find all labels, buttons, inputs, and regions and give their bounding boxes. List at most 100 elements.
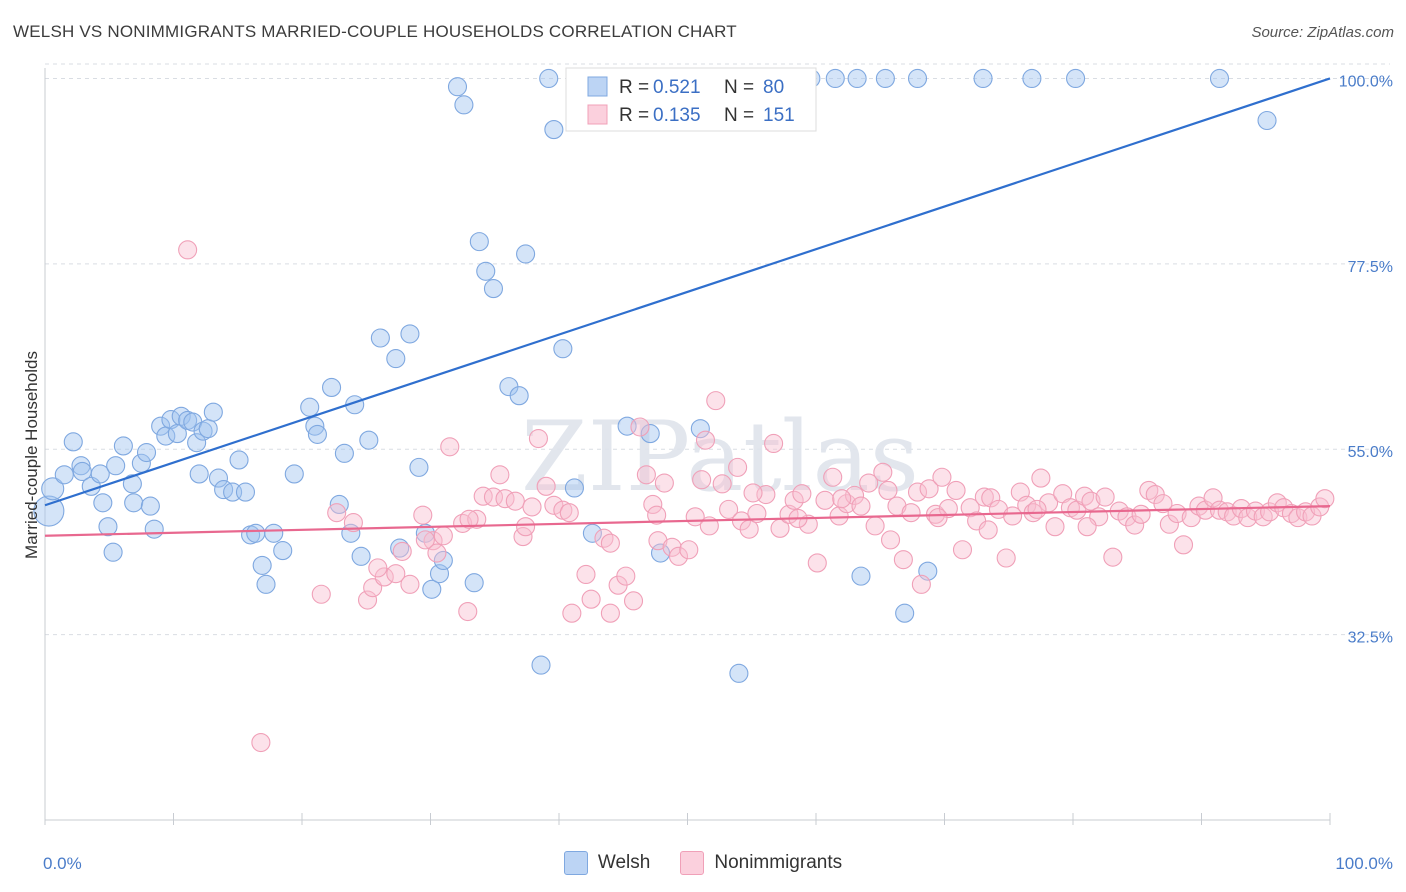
nonimmigrants-point-88	[981, 488, 1001, 508]
nonimmigrants-point-131	[1288, 508, 1308, 528]
nonimmigrants-point-122	[1224, 506, 1244, 526]
nonimmigrants-point-31	[576, 564, 596, 585]
welsh-point-2	[54, 465, 74, 485]
nonimmigrants-point-113	[1159, 514, 1179, 534]
welsh-point-27	[189, 464, 209, 484]
legend-n-value-0: 80	[763, 77, 784, 98]
nonimmigrants-point-77	[907, 482, 928, 502]
nonimmigrants-point-120	[1209, 500, 1230, 520]
nonimmigrants-point-26	[528, 428, 548, 449]
chart-title: WELSH VS NONIMMIGRANTS MARRIED-COUPLE HO…	[13, 22, 737, 41]
y-tick-label-2: 55.0%	[1348, 444, 1393, 461]
welsh-point-11	[106, 456, 126, 476]
welsh-point-10	[103, 542, 123, 562]
nonimmigrants-point-4	[343, 513, 363, 533]
nonimmigrants-point-125	[1245, 501, 1266, 521]
nonimmigrants-point-8	[386, 564, 406, 584]
welsh-point-96	[851, 566, 871, 586]
nonimmigrants-point-62	[798, 514, 818, 534]
legend-swatch-1	[587, 104, 608, 125]
nonimmigrants-point-13	[427, 543, 447, 563]
nonimmigrants-point-41	[648, 531, 668, 551]
welsh-point-4	[71, 456, 91, 476]
nonimmigrants-point-0	[178, 240, 198, 260]
nonimmigrants-point-135	[1315, 489, 1335, 509]
welsh-point-80	[690, 419, 710, 439]
nonimmigrants-point-32	[581, 589, 601, 609]
welsh-point-17	[140, 496, 160, 516]
legend-n-value-1: 151	[763, 105, 795, 126]
nonimmigrants-point-65	[823, 467, 843, 487]
welsh-point-73	[544, 120, 564, 140]
welsh-point-55	[390, 538, 410, 558]
welsh-point-14	[124, 493, 144, 513]
welsh-point-95	[582, 523, 602, 543]
y-tick-label-0: 100.0%	[1339, 73, 1393, 90]
welsh-point-45	[307, 424, 327, 444]
nonimmigrants-point-97	[1045, 517, 1065, 537]
nonimmigrants-point-79	[919, 479, 939, 499]
nonimmigrants-point-119	[1203, 488, 1223, 508]
welsh-point-30	[203, 402, 223, 422]
nonimmigrants-point-136	[368, 558, 388, 578]
welsh-point-29	[198, 419, 218, 439]
welsh-point-66	[476, 261, 496, 281]
welsh-point-94	[1257, 110, 1277, 131]
welsh-swatch	[563, 851, 588, 875]
legend-n-label-0: N =	[724, 77, 754, 98]
nonimmigrants-point-33	[594, 528, 614, 548]
welsh-point-65	[469, 232, 489, 252]
welsh-point-63	[454, 95, 474, 115]
welsh-point-9	[98, 517, 118, 537]
nonimmigrants-point-109	[1131, 504, 1151, 524]
nonimmigrants-point-68	[844, 485, 865, 505]
nonimmigrants-point-45	[679, 540, 699, 560]
welsh-point-52	[359, 430, 379, 450]
welsh-point-13	[122, 474, 142, 494]
welsh-point-93	[1209, 68, 1230, 89]
nonimmigrants-point-18	[467, 509, 487, 529]
nonimmigrants-point-23	[505, 491, 525, 511]
legend-swatch-0	[587, 76, 608, 97]
welsh-point-19	[151, 416, 171, 436]
welsh-point-97	[895, 603, 915, 623]
nonimmigrants-point-3	[327, 503, 347, 523]
welsh-point-89	[907, 68, 928, 89]
nonimmigrants-point-1	[251, 733, 271, 753]
nonimmigrants-point-71	[865, 516, 885, 536]
welsh-point-70	[516, 244, 536, 264]
welsh-point-37	[246, 523, 266, 543]
welsh-point-74	[553, 339, 573, 359]
nonimmigrants-point-57	[764, 433, 784, 454]
nonimmigrants-point-17	[458, 601, 478, 622]
welsh-point-35	[235, 482, 256, 502]
welsh-point-0	[33, 495, 65, 527]
nonimmigrants-point-21	[490, 465, 510, 485]
welsh-point-78	[650, 543, 671, 563]
nonimmigrants-point-64	[815, 490, 835, 510]
nonimmigrants-point-49	[706, 391, 726, 411]
nonimmigrants-point-90	[996, 548, 1016, 568]
welsh-point-64	[464, 573, 484, 593]
legend-item-welsh[interactable]: Welsh	[563, 851, 650, 875]
welsh-point-88	[875, 68, 895, 89]
legend-n-label-1: N =	[724, 105, 754, 126]
welsh-point-46	[322, 377, 342, 397]
tick-labels: 100.0% 77.5% 55.0% 32.5% 0.0% 100.0% Married-c…	[22, 73, 1393, 873]
nonimmigrants-point-144	[743, 483, 763, 503]
nonimmigrants-point-105	[1103, 547, 1123, 567]
nonimmigrants-point-142	[647, 505, 667, 525]
nonimmigrants-point-25	[522, 497, 542, 517]
welsh-point-21	[161, 410, 181, 430]
welsh-point-42	[284, 464, 304, 484]
legend-item-nonimmigrants[interactable]: Nonimmigrants	[680, 851, 842, 875]
nonimmigrants-point-107	[1117, 507, 1137, 527]
nonimmigrants-point-37	[623, 591, 644, 611]
nonimmigrants-point-28	[544, 495, 564, 515]
legend-r-label-1: R =	[619, 105, 649, 126]
nonimmigrants-point-72	[873, 462, 893, 482]
nonimmigrants-point-150	[1027, 499, 1047, 519]
nonimmigrants-point-5	[357, 590, 378, 610]
welsh-point-1	[41, 477, 65, 501]
